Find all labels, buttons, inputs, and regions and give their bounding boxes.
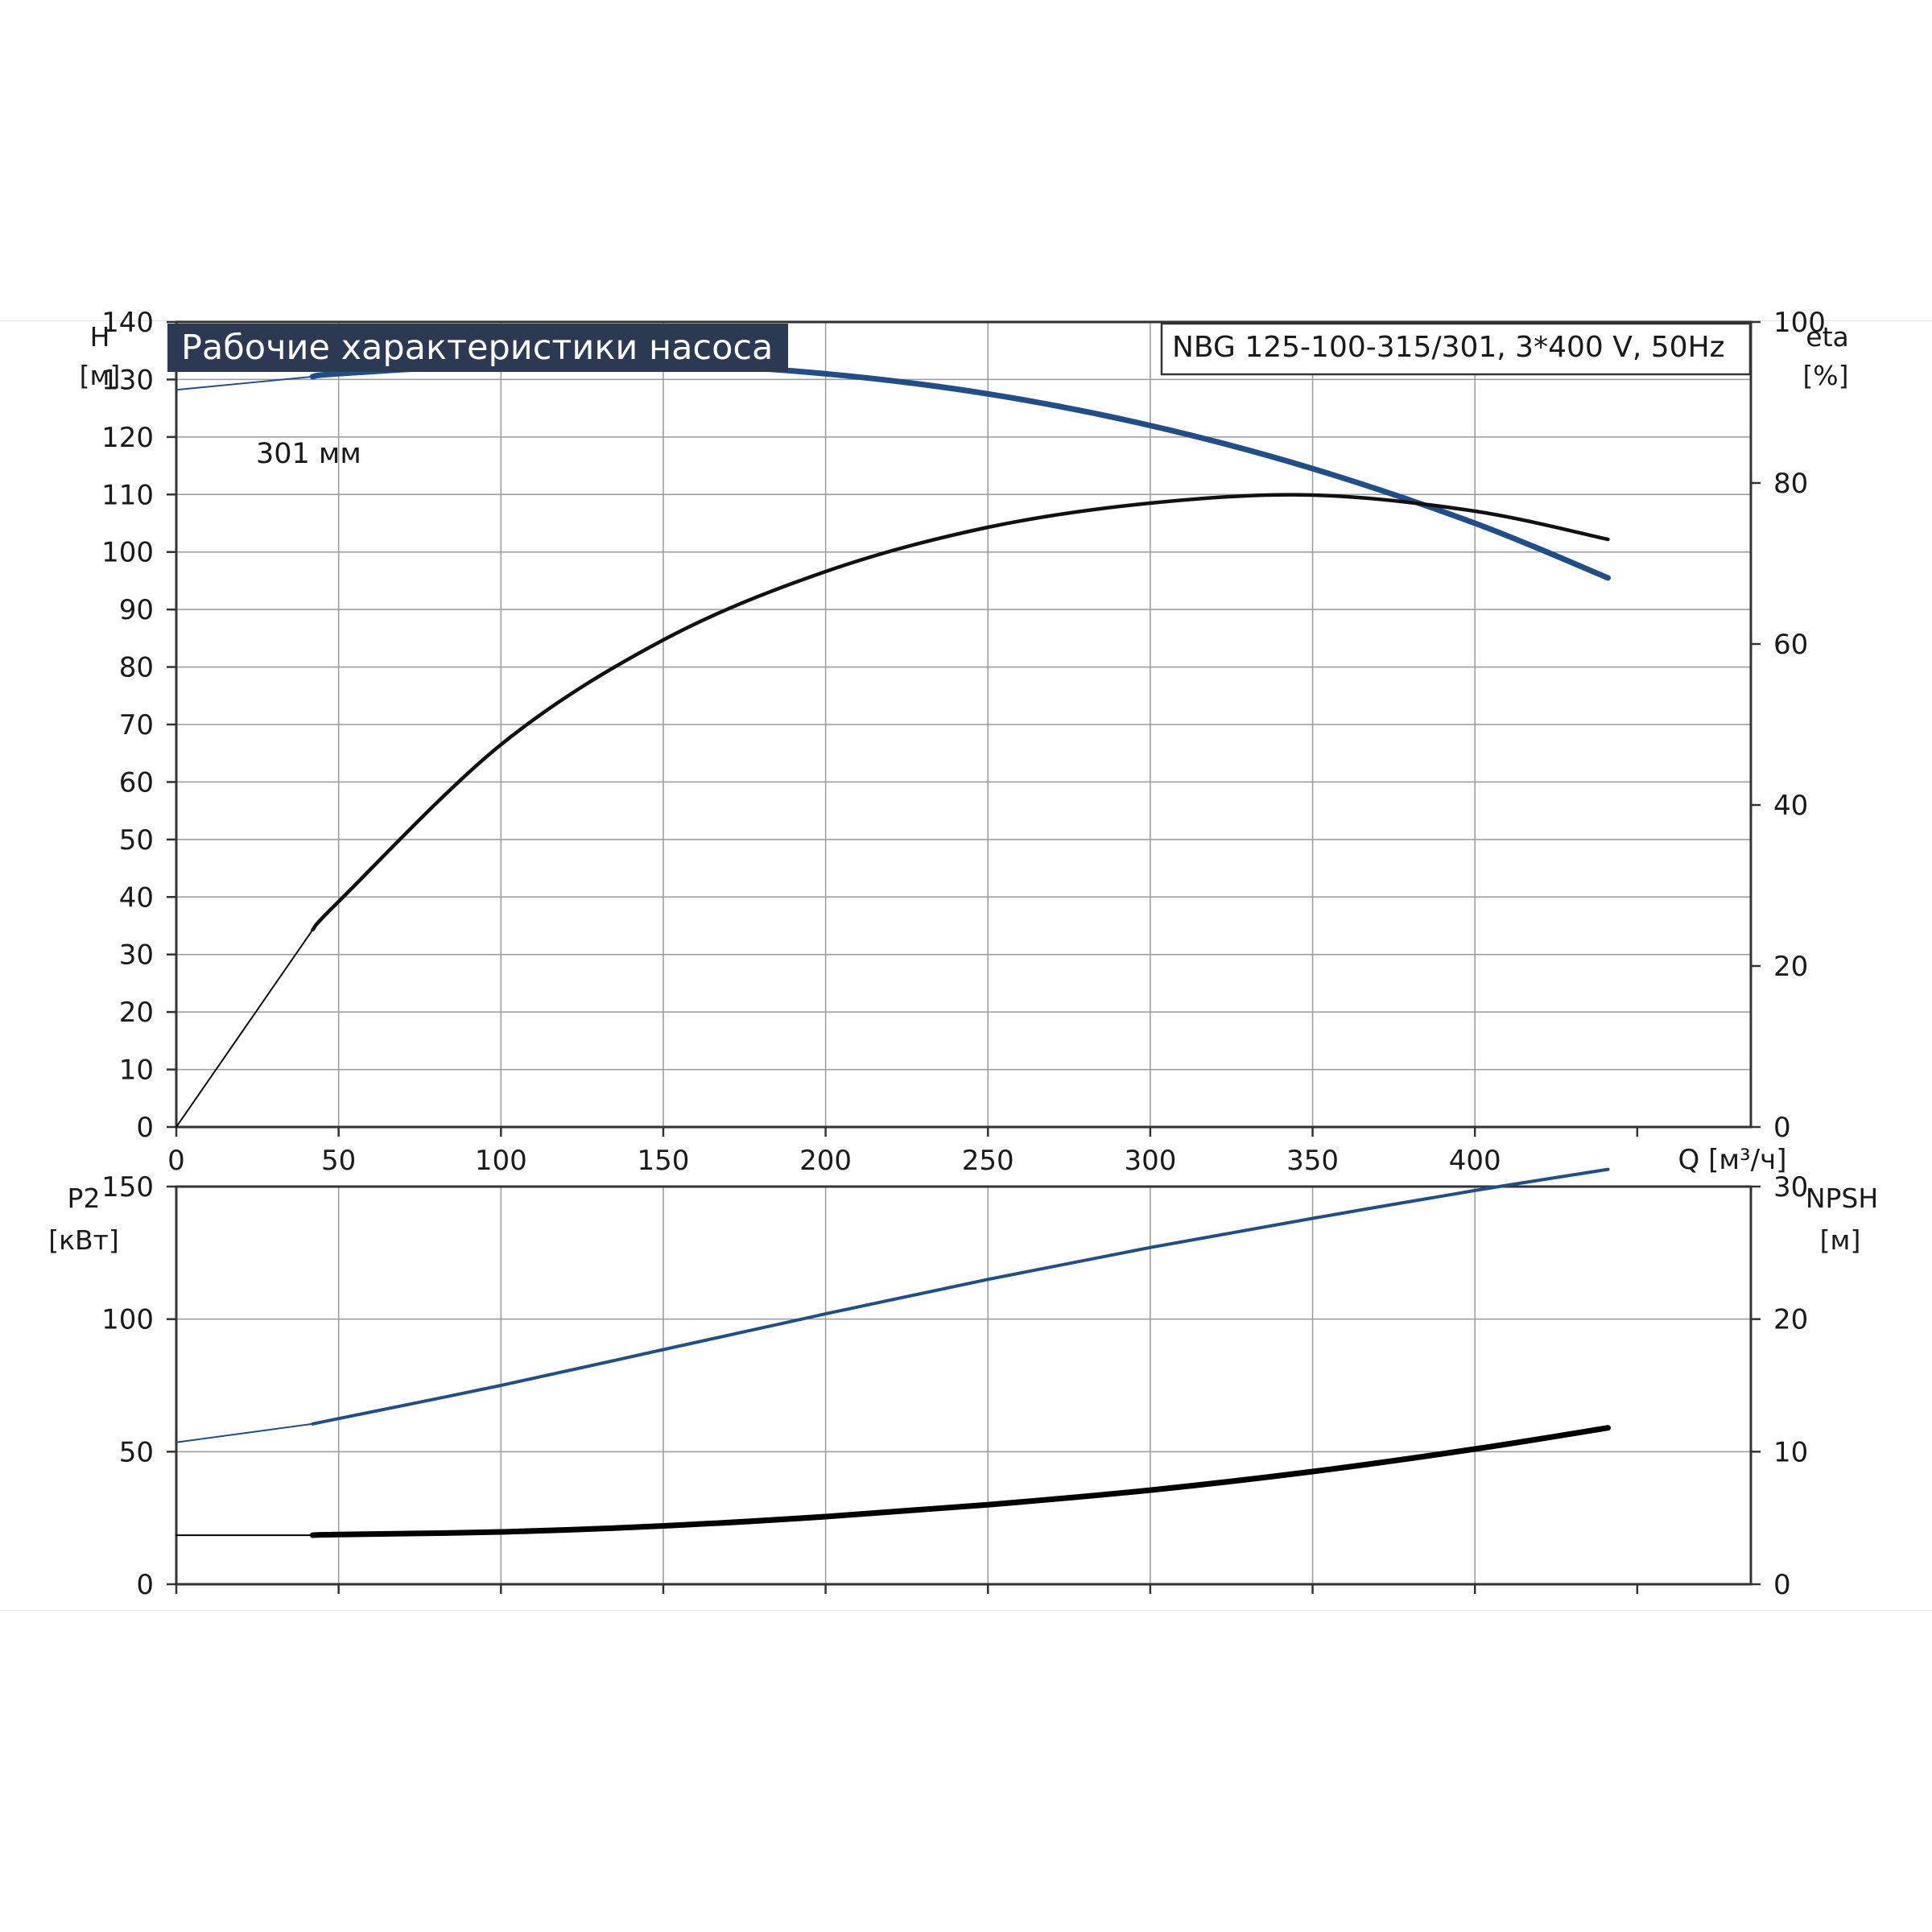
p2-axis-label: P2 (68, 1183, 101, 1214)
q-axis-label: Q [м³/ч] (1678, 1144, 1787, 1176)
power-curve (311, 1167, 1610, 1426)
head-curve (309, 360, 1611, 581)
top-ytick-right-label: 0 (1773, 1112, 1791, 1144)
top-xtick-label: 0 (167, 1145, 185, 1177)
top-ytick-left-label: 120 (101, 422, 154, 454)
bottom-ytick-right-label: 20 (1773, 1304, 1808, 1336)
top-ytick-left-label: 60 (119, 766, 154, 799)
bottom-ytick-right-label: 10 (1773, 1436, 1808, 1468)
npsh-curve (309, 1425, 1611, 1538)
bottom-ytick-right-label: 30 (1773, 1171, 1808, 1203)
top-ytick-left-label: 130 (101, 364, 154, 396)
top-ytick-right-label: 80 (1773, 468, 1808, 500)
model-label-text: NBG 125-100-315/301, 3*400 V, 50Hz (1172, 331, 1725, 364)
title-banner (167, 324, 788, 372)
top-xtick-label: 200 (799, 1145, 852, 1177)
title-banner-text: Рабочие характеристики насоса (181, 328, 773, 368)
h-axis-label: H (90, 321, 110, 353)
head-curve-extrapolated (175, 375, 314, 391)
top-ytick-left-label: 90 (119, 594, 154, 626)
bottom-ytick-left-label: 150 (101, 1171, 154, 1203)
top-ytick-right-label: 40 (1773, 790, 1808, 822)
top-xtick-label: 300 (1124, 1145, 1176, 1177)
top-xtick-label: 350 (1286, 1145, 1339, 1177)
bottom-ytick-left-label: 100 (101, 1304, 154, 1336)
h-axis-unit: [м] (80, 360, 121, 391)
top-xtick-label: 150 (637, 1145, 689, 1177)
top-tick-labels: 0 50 100 150 200 250 300 350 4000102030405060708… (101, 307, 1826, 1177)
impeller-diameter-label: 301 мм (256, 438, 361, 470)
top-ytick-right-label: 100 (1773, 307, 1826, 339)
top-ytick-left-label: 30 (119, 939, 154, 972)
top-grid (167, 320, 1761, 1137)
top-plot-frame (175, 320, 1752, 1129)
p2-axis-unit: [кВт] (48, 1224, 119, 1256)
bottom-tick-labels: 0 50 100 150 0 10 20 30 (101, 1171, 1808, 1601)
top-xtick-label: 50 (321, 1145, 356, 1177)
frame-line-bottom (0, 1610, 1932, 1611)
top-ytick-left-label: 20 (119, 997, 154, 1029)
npsh-axis-label: NPSH (1806, 1183, 1878, 1214)
bottom-plot-frame (175, 1185, 1752, 1586)
top-ytick-left-label: 0 (136, 1112, 154, 1144)
top-ytick-left-label: 10 (119, 1055, 154, 1087)
power-curve-extrapolated (175, 1422, 314, 1443)
top-xtick-label: 250 (962, 1145, 1014, 1177)
top-ytick-right-label: 60 (1773, 629, 1808, 661)
model-label-box (1160, 322, 1752, 376)
top-xtick-label: 400 (1449, 1145, 1501, 1177)
bottom-ytick-right-label: 0 (1773, 1569, 1791, 1601)
top-ytick-left-label: 40 (119, 881, 154, 914)
top-xtick-label: 100 (475, 1145, 527, 1177)
bottom-ytick-left-label: 0 (136, 1569, 154, 1601)
bottom-series (175, 1167, 1611, 1538)
top-ytick-left-label: 50 (119, 824, 154, 857)
top-ytick-left-label: 100 (101, 537, 154, 569)
efficiency-curve-extrapolated (175, 929, 314, 1128)
top-ytick-right-label: 20 (1773, 951, 1808, 983)
eta-axis-unit: [%] (1802, 360, 1848, 391)
eta-axis-label: eta (1806, 321, 1848, 353)
bottom-ytick-left-label: 50 (119, 1436, 154, 1468)
npsh-axis-unit: [м] (1820, 1224, 1861, 1256)
efficiency-curve (311, 493, 1610, 932)
top-ytick-left-label: 80 (119, 652, 154, 684)
top-ytick-left-label: 110 (101, 479, 154, 511)
top-ytick-left-label: 140 (101, 307, 154, 339)
top-ytick-left-label: 70 (119, 709, 154, 741)
